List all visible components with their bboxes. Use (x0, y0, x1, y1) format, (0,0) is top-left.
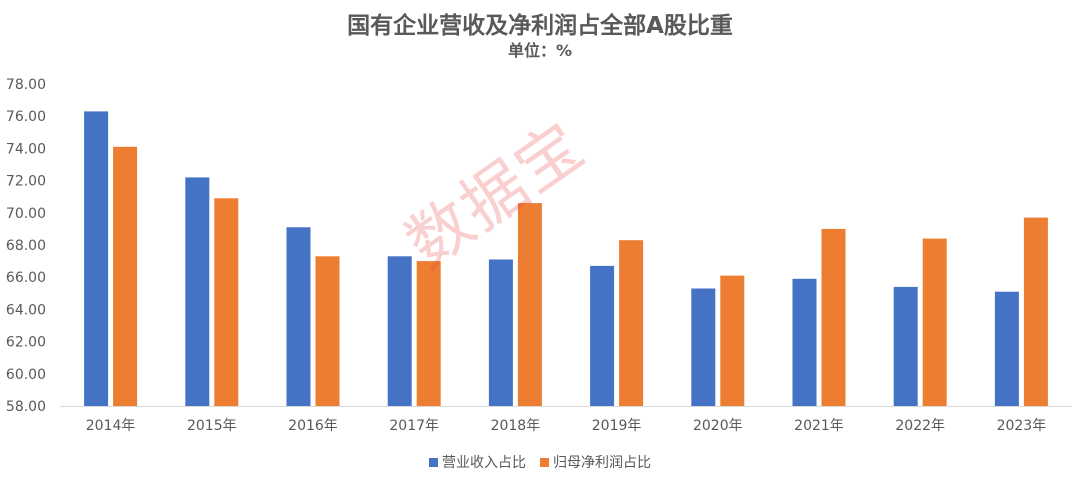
y-tick-label: 76.00 (6, 109, 46, 125)
bar-series2-2015年 (214, 198, 239, 406)
chart-subtitle: 单位：% (507, 41, 573, 60)
bar-series2-2020年 (720, 275, 745, 406)
bar-series2-2017年 (416, 261, 441, 406)
y-tick-label: 58.00 (6, 399, 46, 415)
x-tick-label: 2016年 (288, 418, 338, 434)
legend-label-series1: 营业收入占比 (442, 455, 526, 471)
x-tick-label: 2021年 (794, 418, 844, 434)
bar-series2-2021年 (821, 228, 846, 406)
legend-swatch-series1 (429, 457, 438, 467)
bar-series1-2019年 (590, 265, 615, 406)
y-tick-label: 70.00 (6, 206, 46, 222)
y-tick-label: 68.00 (6, 238, 46, 254)
x-tick-label: 2023年 (997, 418, 1047, 434)
x-tick-label: 2015年 (187, 418, 237, 434)
chart-title: 国有企业营收及净利润占全部A股比重 (347, 13, 733, 39)
bar-series2-2014年 (113, 146, 138, 407)
legend: 营业收入占比 归母净利润占比 (0, 452, 1080, 472)
y-tick-label: 74.00 (6, 141, 46, 157)
bar-series2-2016年 (315, 256, 340, 406)
bar-series1-2018年 (488, 259, 513, 406)
bar-series2-2022年 (922, 238, 947, 406)
y-tick-label: 62.00 (6, 335, 46, 351)
y-tick-label: 72.00 (6, 174, 46, 190)
legend-item-series1: 营业收入占比 (429, 452, 526, 472)
x-tick-label: 2014年 (86, 418, 136, 434)
bar-series2-2023年 (1023, 217, 1048, 406)
legend-label-series2: 归母净利润占比 (553, 455, 651, 471)
x-tick-label: 2018年 (491, 418, 541, 434)
legend-item-series2: 归母净利润占比 (540, 452, 651, 472)
x-tick-label: 2020年 (693, 418, 743, 434)
y-tick-label: 66.00 (6, 270, 46, 286)
bar-series1-2015年 (185, 177, 210, 406)
bar-series1-2016年 (286, 227, 311, 406)
bar-series1-2022年 (893, 286, 918, 406)
bar-series2-2018年 (517, 203, 542, 406)
bar-series1-2020年 (691, 288, 716, 406)
legend-swatch-series2 (540, 457, 549, 467)
x-tick-label: 2019年 (592, 418, 642, 434)
bar-series1-2021年 (792, 278, 817, 406)
bar-series2-2019年 (619, 240, 644, 406)
x-tick-label: 2017年 (389, 418, 439, 434)
y-tick-label: 78.00 (6, 77, 46, 93)
y-tick-label: 60.00 (6, 367, 46, 383)
x-tick-label: 2022年 (895, 418, 945, 434)
bar-series1-2014年 (84, 111, 109, 407)
y-tick-label: 64.00 (6, 302, 46, 318)
bar-series1-2023年 (994, 291, 1019, 406)
bar-series1-2017年 (387, 256, 412, 406)
